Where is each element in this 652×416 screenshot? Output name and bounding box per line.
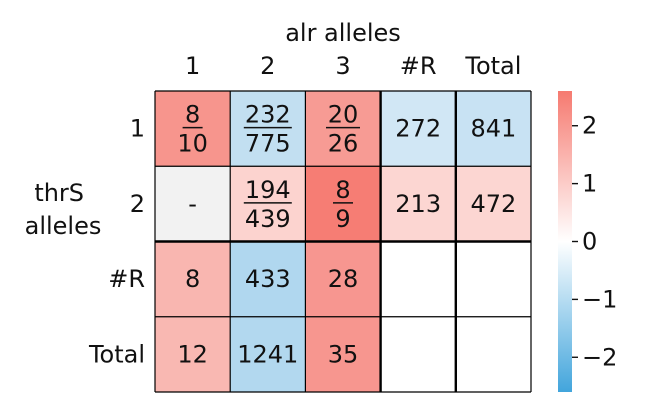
y-axis-title-line: alleles [25,212,102,240]
colorbar-tick-label: 2 [582,112,597,140]
heatmap-cell [455,316,531,392]
heatmap-cell [455,91,531,167]
cell-denominator: 775 [245,130,291,158]
heatmap-cell [455,166,531,242]
heatmap-grid [154,90,532,393]
heatmap-cell [380,91,456,167]
column-label: 3 [335,52,350,80]
column-label: Total [464,52,521,80]
heatmap-cell [230,316,306,392]
heatmap-cell [455,241,531,317]
cell-value: 472 [470,190,516,218]
heatmap-cell [230,166,306,242]
column-label: 1 [185,52,200,80]
cell-value: 433 [245,265,291,293]
heatmap-cell [380,316,456,392]
heatmap-cell [155,316,231,392]
cell-denominator: 439 [245,205,291,233]
heatmap-cell [230,91,306,167]
x-axis-title: alr alleles [285,19,401,47]
cell-numerator: 232 [245,101,291,129]
cell-value: 12 [177,340,208,368]
row-label: #R [108,265,145,293]
heatmap-cell [155,241,231,317]
cell-numerator: 8 [185,101,200,129]
cell-value: 272 [395,115,441,143]
heatmap-cell [305,166,381,242]
heatmap-cell [230,241,306,317]
cell-value: 841 [470,115,516,143]
cell-numerator: 20 [328,101,359,129]
colorbar-tick-label: −2 [582,343,617,371]
y-axis-title-line: thrS [34,179,84,207]
cell-denominator: 26 [328,130,359,158]
heatmap-cell [305,241,381,317]
column-labels: 1 2 3 #R Total [185,52,521,80]
row-labels: 1 2 #R Total [88,115,145,369]
heatmap-cell [155,91,231,167]
cell-numerator: 8 [335,176,350,204]
heatmap-cell [380,166,456,242]
cell-denominator: 9 [335,205,350,233]
heatmap-cell [155,166,231,242]
cell-numerator: 194 [245,176,291,204]
heatmap-cell [305,91,381,167]
row-label: 1 [130,115,145,143]
heatmap-cell [305,316,381,392]
row-label: Total [88,340,145,368]
column-label: 2 [260,52,275,80]
colorbar [558,91,572,392]
y-axis-title: thrS alleles [25,179,102,240]
cell-value: 8 [185,265,200,293]
heatmap-cell [380,241,456,317]
colorbar-tick-label: 1 [582,170,597,198]
colorbar-tick-label: 0 [582,228,597,256]
cell-value: 35 [328,340,359,368]
cell-value: - [188,190,197,218]
row-label: 2 [130,190,145,218]
colorbar-tick-label: −1 [582,285,617,313]
column-label: #R [400,52,437,80]
cell-value: 1241 [237,340,298,368]
cell-value: 213 [395,190,441,218]
cell-value: 28 [328,265,359,293]
colorbar-ticks: 2 1 0 −1 −2 [572,112,617,371]
cell-denominator: 10 [177,130,208,158]
